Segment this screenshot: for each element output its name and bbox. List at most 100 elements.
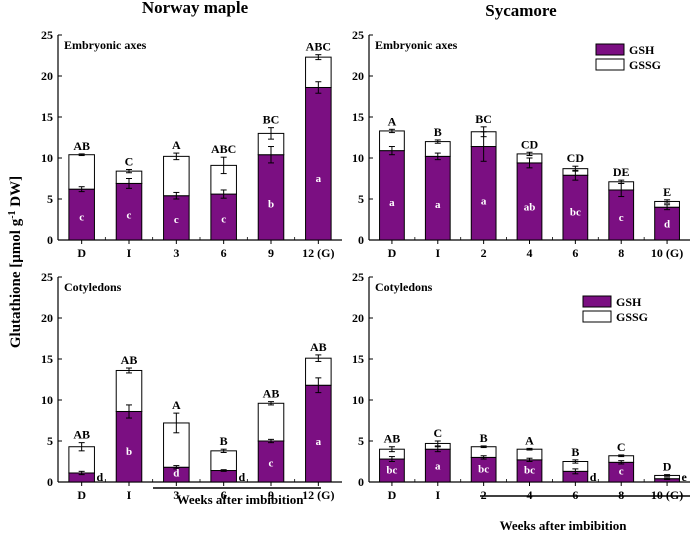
y-tick-label: 0 <box>47 475 53 489</box>
gsh-letter-label: bc <box>570 206 581 218</box>
y-tick-label: 20 <box>352 69 364 83</box>
gsh-letter-label: bc <box>524 465 535 477</box>
y-tick-label: 0 <box>47 233 53 247</box>
x-tick-label: D <box>388 246 397 260</box>
panel-title: Cotyledons <box>64 280 122 294</box>
group-label: AB <box>121 353 138 367</box>
gsh-bar <box>257 440 285 483</box>
gsh-letter-label: c <box>269 457 274 469</box>
y-tick-label: 20 <box>352 311 364 325</box>
y-tick-label: 5 <box>47 192 53 206</box>
gsh-letter-label: c <box>174 214 179 226</box>
gsh-bar <box>305 86 332 241</box>
group-label: AB <box>263 387 280 401</box>
legend-swatch-gsh <box>595 43 625 56</box>
y-tick-label: 20 <box>41 311 53 325</box>
chart-panel-0: 0 5 10 15 20 25 Embryonic axes AB c D Cc I Ac 3 ABC c 6 B… <box>41 28 342 260</box>
x-tick-label: 6 <box>221 246 227 260</box>
gsh-letter-label: a <box>481 195 487 207</box>
x-tick-label: 10 (G) <box>651 488 683 502</box>
gsh-letter-label: c <box>79 212 84 224</box>
x-tick-label: 3 <box>173 488 179 502</box>
group-label: BC <box>263 113 280 127</box>
legend-label-gssg: GSSG <box>629 58 661 72</box>
gsh-letter-label: b <box>126 446 132 458</box>
x-tick-label: 2 <box>481 246 487 260</box>
y-tick-label: 25 <box>41 28 53 42</box>
y-tick-label: 25 <box>352 28 364 42</box>
gssg-bar <box>68 154 95 190</box>
panel-title: Embryonic axes <box>64 38 147 52</box>
gssg-bar <box>163 155 190 197</box>
group-label: C <box>433 426 442 440</box>
y-tick-label: 10 <box>352 393 364 407</box>
gsh-bar <box>115 182 143 241</box>
y-tick-label: 15 <box>41 352 53 366</box>
gssg-bar <box>210 450 237 472</box>
x-tick-label: 12 (G) <box>302 246 334 260</box>
x-tick-label: 9 <box>268 488 274 502</box>
group-label: CD <box>521 137 539 151</box>
y-tick-label: 5 <box>47 434 53 448</box>
y-tick-label: 15 <box>352 352 364 366</box>
group-label: A <box>388 114 397 128</box>
y-tick-label: 5 <box>358 434 364 448</box>
x-tick-label: 4 <box>527 246 533 260</box>
x-tick-label: I <box>127 488 132 502</box>
group-label: AB <box>384 432 401 446</box>
legend-label-gsh: GSH <box>616 295 642 309</box>
x-tick-label: I <box>435 488 440 502</box>
gsh-letter-label: d <box>173 467 179 479</box>
x-tick-label: D <box>77 246 86 260</box>
group-label: C <box>617 440 626 454</box>
x-tick-label: D <box>388 488 397 502</box>
group-label: ABC <box>306 40 331 54</box>
y-tick-label: 15 <box>41 110 53 124</box>
legend-label-gssg: GSSG <box>616 310 648 324</box>
x-tick-label: D <box>77 488 86 502</box>
gsh-letter-label: a <box>435 461 441 473</box>
y-tick-label: 10 <box>41 151 53 165</box>
weeks-label-right: Weeks after imbibition <box>500 518 628 533</box>
y-tick-label: 25 <box>352 270 364 284</box>
gsh-letter-label: b <box>268 199 274 211</box>
legend-swatch-gssg <box>595 58 625 71</box>
group-label: E <box>663 185 671 199</box>
gsh-bar <box>470 146 497 241</box>
legend-label-gsh: GSH <box>629 43 655 57</box>
x-tick-label: 6 <box>572 246 578 260</box>
gsh-letter-label: a <box>316 173 322 185</box>
panel-title: Cotyledons <box>375 280 433 294</box>
chart-panel-2: 0510152025CotyledonsABdDABbIAd3Bd6ABc9AB… <box>41 270 342 502</box>
gsh-bar <box>210 193 237 241</box>
group-label: A <box>525 433 534 447</box>
gsh-bar <box>163 195 190 241</box>
x-tick-label: 2 <box>481 488 487 502</box>
group-label: A <box>172 398 181 412</box>
column-title-sycamore: Sycamore <box>485 1 557 20</box>
group-label: B <box>220 434 228 448</box>
panel-title: Embryonic axes <box>375 38 458 52</box>
weeks-label-left: Weeks after imbibition <box>177 492 305 507</box>
gssg-bar <box>257 402 285 442</box>
x-tick-label: 10 (G) <box>651 246 683 260</box>
x-tick-label: I <box>435 246 440 260</box>
gsh-bar <box>305 384 332 483</box>
gsh-bar <box>210 470 237 483</box>
gsh-bar <box>257 154 285 241</box>
y-tick-label: 20 <box>41 69 53 83</box>
x-tick-label: 12 (G) <box>302 488 334 502</box>
gsh-bar <box>516 162 543 241</box>
group-label: CD <box>567 151 585 165</box>
x-tick-label: 8 <box>618 488 624 502</box>
group-label: B <box>434 125 442 139</box>
x-tick-label: 3 <box>173 246 179 260</box>
legend-swatch-gssg <box>582 310 612 323</box>
x-tick-label: 4 <box>527 488 533 502</box>
gsh-bar <box>470 456 497 483</box>
gsh-letter-label: bc <box>478 464 489 476</box>
gsh-letter-label: c <box>619 212 624 224</box>
